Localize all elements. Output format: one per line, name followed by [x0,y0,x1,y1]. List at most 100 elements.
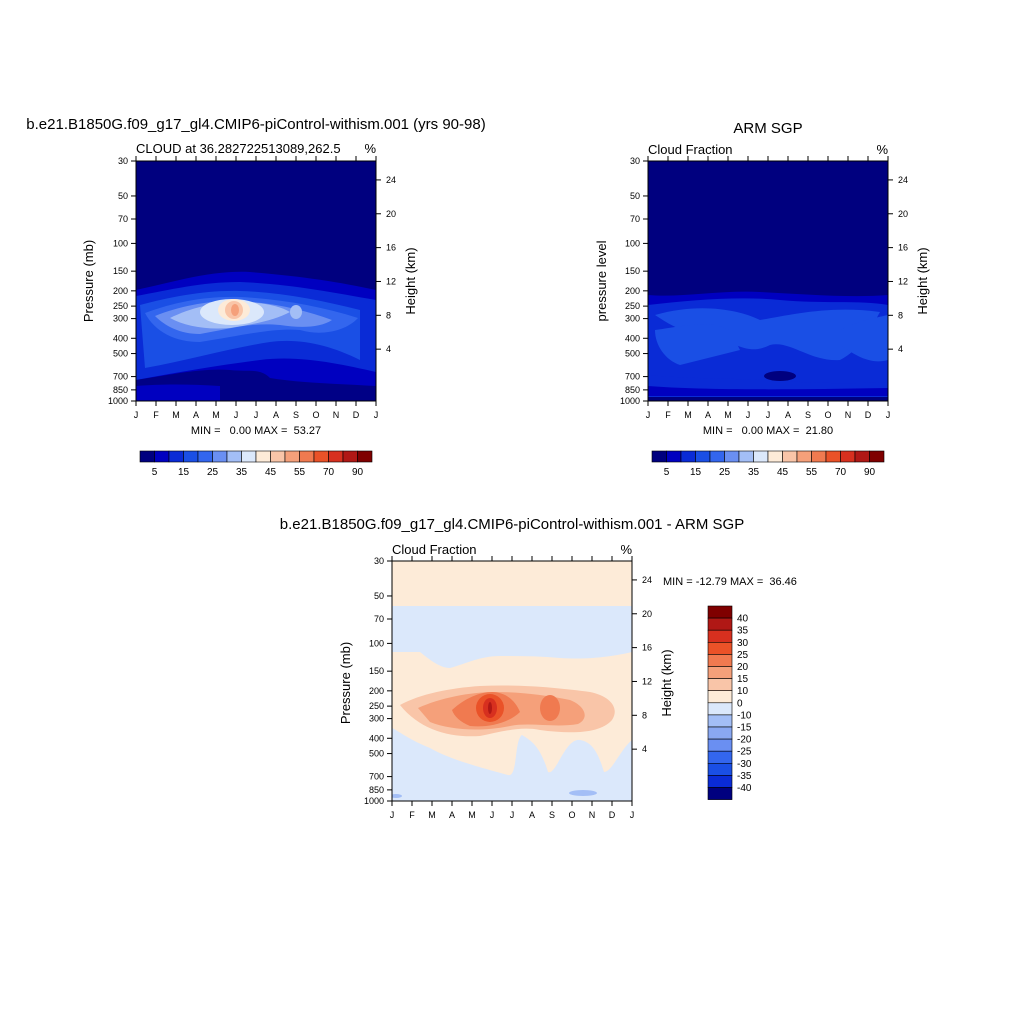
x-tick-label: S [293,410,299,420]
panel-obs-ylabel: pressure level [594,240,609,321]
colorbar-swatch [270,450,286,463]
panel-model-subtitle: CLOUD at 36.282722513089,262.5 [136,141,341,156]
y-right-tick-label: 12 [642,676,652,686]
colorbar-swatch [299,450,315,463]
colorbar-swatch [328,450,344,463]
colorbar-swatch [255,450,271,463]
y-tick-label: 1000 [364,796,384,806]
colorbar-label: 25 [207,467,219,478]
colorbar-label: 35 [748,467,760,478]
colorbar-label: 25 [737,650,749,661]
colorbar-swatch [707,678,733,691]
x-tick-label: S [549,810,555,820]
y-tick-label: 300 [369,714,384,724]
colorbar-swatch [707,617,733,631]
colorbar-label: -40 [737,783,752,794]
y-right-tick-label: 8 [386,310,391,320]
colorbar-swatch [767,450,783,463]
colorbar-label: 90 [864,467,876,478]
colorbar-swatch [707,787,733,800]
y-tick-label: 50 [374,591,384,601]
colorbar-swatch [651,450,667,463]
y-tick-label: 700 [113,372,128,382]
colorbar-swatch [680,450,696,463]
colorbar-swatch [707,738,733,752]
panel-model-plot-area [136,161,376,401]
y-right-tick-label: 8 [642,710,647,720]
x-tick-label: A [273,410,279,420]
y-tick-label: 30 [374,556,384,566]
colorbar-swatch [840,450,856,463]
colorbar-swatch [168,450,184,463]
panel-obs-colorbar: 5 15 25 35 45 55 70 90 [651,450,885,478]
y-tick-label: 400 [625,333,640,343]
y-tick-label: 850 [369,785,384,795]
y-tick-label: 1000 [620,396,640,406]
y-tick-label: 300 [625,314,640,324]
y-tick-label: 100 [113,238,128,248]
colorbar-swatch [811,450,827,463]
colorbar-label: 45 [265,467,277,478]
colorbar-label: 70 [323,467,335,478]
panel-model-colorbar: 5 15 25 35 45 55 70 90 [139,450,373,478]
colorbar-swatch [226,450,242,463]
panel-model: b.e21.B1850G.f09_g17_gl4.CMIP6-piControl… [26,116,485,478]
colorbar-swatch [854,450,870,463]
colorbar-label: -15 [737,723,752,734]
y-right-tick-label: 16 [898,243,908,253]
y-right-tick-label: 4 [386,344,391,354]
panel-diff-title: b.e21.B1850G.f09_g17_gl4.CMIP6-piControl… [280,516,744,533]
colorbar-swatch [724,450,740,463]
y-tick-label: 70 [374,614,384,624]
y-tick-label: 30 [118,156,128,166]
x-tick-label: N [589,810,596,820]
y-tick-label: 200 [625,286,640,296]
colorbar-label: 15 [690,467,702,478]
y-tick-label: 250 [625,301,640,311]
y-tick-label: 70 [118,214,128,224]
panel-diff-units: % [620,542,632,557]
colorbar-label: 30 [737,638,749,649]
panel-diff-subtitle: Cloud Fraction [392,542,477,557]
y-tick-label: 100 [369,638,384,648]
colorbar-swatch [753,450,769,463]
y-tick-label: 250 [369,701,384,711]
panel-diff-axes: J F M A M J J A S O N D J 30 50 70 100 150 200 250 300 400 500… [364,556,652,820]
colorbar-swatch [869,450,885,463]
x-tick-label: J [510,810,515,820]
colorbar-label: 55 [294,467,306,478]
colorbar-label: 5 [152,467,158,478]
x-tick-label: S [805,410,811,420]
x-tick-label: A [785,410,791,420]
colorbar-label: 40 [737,614,749,625]
y-tick-label: 150 [625,266,640,276]
colorbar-label: 45 [777,467,789,478]
y-right-tick-label: 20 [386,209,396,219]
y-tick-label: 300 [113,314,128,324]
x-tick-label: F [153,410,159,420]
colorbar-swatch [707,714,733,728]
y-right-tick-label: 16 [642,643,652,653]
colorbar-swatch [695,450,711,463]
y-right-tick-label: 24 [386,175,396,185]
y-tick-label: 500 [369,749,384,759]
y-tick-label: 100 [625,238,640,248]
y-tick-label: 400 [369,733,384,743]
x-tick-label: J [374,410,379,420]
colorbar-swatch [707,750,733,764]
x-tick-label: F [665,410,671,420]
y-right-tick-label: 16 [386,243,396,253]
colorbar-swatch [707,690,733,704]
panel-diff: b.e21.B1850G.f09_g17_gl4.CMIP6-piControl… [280,516,797,820]
colorbar-label: 10 [737,686,749,697]
colorbar-label: -30 [737,759,752,770]
colorbar-swatch [707,666,733,679]
y-tick-label: 50 [118,191,128,201]
colorbar-swatch [825,450,841,463]
x-tick-label: J [390,810,395,820]
x-tick-label: M [428,810,436,820]
x-tick-label: J [630,810,635,820]
colorbar-swatch [313,450,329,463]
